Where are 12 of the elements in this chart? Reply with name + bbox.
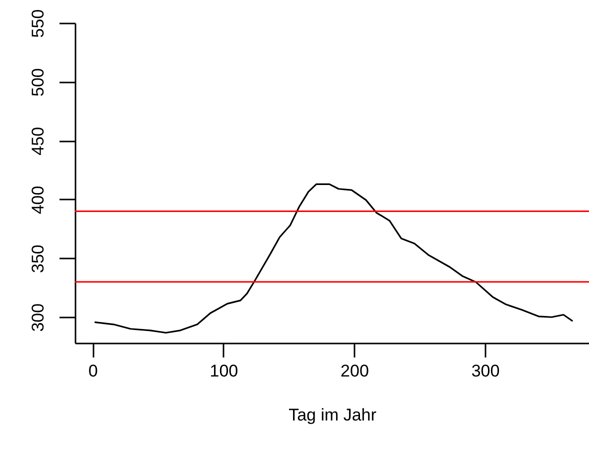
x-tick-label: 300: [471, 362, 500, 380]
line-series: [94, 183, 574, 334]
y-tick-label: 550: [28, 9, 48, 38]
x-axis-title: Tag im Jahr: [288, 406, 377, 424]
x-tick-label: 200: [340, 362, 369, 380]
y-tick-label: 450: [28, 126, 48, 156]
x-tick-label: 100: [210, 362, 238, 380]
y-tick-label: 300: [28, 303, 48, 332]
y-tick-label: 400: [28, 186, 48, 214]
x-tick-label: 0: [88, 362, 98, 380]
y-tick-label: 500: [28, 68, 48, 97]
y-tick-label: 350: [28, 244, 48, 273]
